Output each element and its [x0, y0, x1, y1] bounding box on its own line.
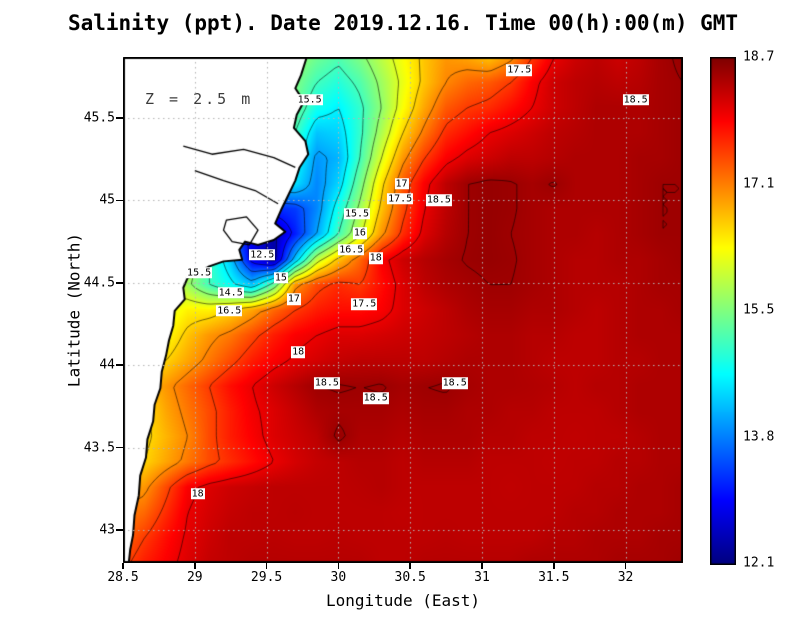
y-tick-mark	[116, 364, 123, 366]
x-tick-label: 32	[617, 570, 634, 585]
contour-label: 15.5	[344, 207, 371, 220]
contour-label: 18	[190, 488, 205, 500]
colorbar-label: 12.1	[743, 555, 775, 571]
contour-label: 18.5	[622, 94, 649, 106]
depth-annotation: Z = 2.5 m	[145, 90, 254, 108]
y-tick-label: 43.5	[83, 440, 115, 456]
contour-label: 16.5	[216, 305, 243, 317]
x-tick-label: 31.5	[538, 570, 570, 585]
colorbar-label: 17.1	[743, 176, 775, 191]
contour-label: 12.5	[249, 249, 276, 261]
contour-label: 17	[394, 178, 409, 190]
y-tick-label: 45.5	[83, 110, 115, 126]
x-tick-mark	[409, 563, 411, 569]
x-tick-label: 31	[474, 570, 490, 585]
contour-label: 15.5	[186, 267, 213, 279]
x-tick-label: 28.5	[107, 570, 139, 585]
contour-label: 17	[286, 293, 301, 306]
contour-label: 18	[368, 252, 383, 264]
y-tick-label: 45	[99, 192, 115, 208]
contour-label: 14.5	[217, 286, 244, 299]
x-tick-label: 30	[330, 570, 347, 585]
colorbar-label: 18.7	[743, 49, 775, 65]
chart-title: Salinity (ppt). Date 2019.12.16. Time 00…	[67, 11, 739, 35]
x-tick-mark	[481, 563, 483, 569]
contour-label: 15	[273, 272, 288, 284]
y-tick-mark	[116, 199, 123, 202]
contour-label: 16.5	[338, 244, 365, 256]
y-tick-label: 43	[99, 522, 115, 538]
y-tick-mark	[116, 117, 123, 119]
contour-label: 18	[291, 346, 306, 358]
y-tick-mark	[116, 446, 123, 449]
salinity-field-canvas	[123, 57, 683, 563]
y-tick-label: 44.5	[83, 275, 115, 291]
x-axis-title: Longitude (East)	[325, 591, 481, 610]
contour-label: 15.5	[296, 94, 323, 106]
contour-label: 17.5	[506, 64, 533, 76]
y-tick-mark	[116, 282, 123, 284]
contour-label: 18.5	[441, 377, 468, 390]
contour-label: 18.5	[362, 392, 389, 404]
x-tick-mark	[194, 563, 196, 569]
colorbar-label: 13.8	[743, 429, 775, 444]
x-tick-label: 30.5	[394, 570, 426, 585]
map-plot-area: Z = 2.5 m 17.5 18.5 15.5 17 17.5 18.5 15.5 16 16…	[123, 57, 683, 563]
contour-label: 18.5	[313, 377, 340, 390]
colorbar	[710, 57, 736, 565]
colorbar-label: 15.5	[743, 302, 775, 318]
x-tick-mark	[553, 563, 555, 569]
y-tick-label: 44	[99, 357, 115, 373]
x-tick-mark	[265, 563, 268, 569]
contour-label: 17.5	[351, 298, 378, 310]
contour-label: 16	[352, 227, 367, 240]
contour-label: 18.5	[425, 194, 452, 207]
x-tick-mark	[624, 563, 627, 569]
x-tick-label: 29	[186, 570, 203, 585]
x-tick-label: 29.5	[250, 570, 283, 585]
x-tick-mark	[337, 563, 340, 569]
contour-label: 17.5	[387, 192, 414, 205]
y-tick-mark	[116, 529, 123, 531]
x-tick-mark	[122, 563, 124, 569]
